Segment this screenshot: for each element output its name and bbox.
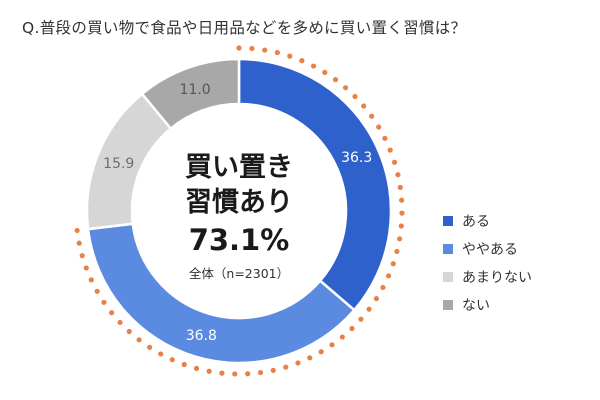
center-text: 買い置き 習慣あり 73.1% 全体（n=2301） <box>185 152 293 281</box>
slice-value-labels: 36.3 36.8 15.9 11.0 <box>103 82 372 344</box>
legend-swatch <box>443 300 453 310</box>
highlight-dot <box>101 299 107 305</box>
center-line-1: 買い置き <box>185 152 293 183</box>
legend-swatch <box>443 272 453 282</box>
highlight-dot <box>349 325 355 332</box>
highlight-dot <box>399 210 405 216</box>
highlight-dot <box>136 337 142 343</box>
value-label: 36.8 <box>186 328 217 344</box>
highlight-dot <box>322 69 328 76</box>
highlight-dot <box>342 85 349 91</box>
legend-item: ない <box>443 291 532 319</box>
slice-nai <box>140 57 241 131</box>
donut-slices <box>85 57 393 365</box>
highlight-dot <box>245 371 251 377</box>
highlight-dot <box>376 124 382 130</box>
highlight-dot <box>394 248 400 255</box>
highlight-dot <box>295 360 301 366</box>
highlight-dot <box>262 47 268 53</box>
highlight-dot <box>79 253 85 259</box>
highlight-dot <box>117 319 123 326</box>
center-base: 全体（n=2301） <box>189 266 289 281</box>
legend-label: あまりない <box>462 270 532 286</box>
highlight-dot <box>236 45 242 51</box>
legend-item: ある <box>443 207 532 235</box>
highlight-dot <box>232 371 238 377</box>
highlight-dot <box>76 240 82 246</box>
legend-swatch <box>443 244 453 254</box>
highlight-dot <box>397 236 403 242</box>
highlight-dot <box>206 368 212 374</box>
highlight-dot <box>310 63 317 69</box>
legend: あるややあるあまりないない <box>443 207 532 319</box>
legend-item: ややある <box>443 235 532 263</box>
question-title: Q.普段の買い物で食品や日用品などを多めに買い置く習慣は？ <box>22 19 467 37</box>
highlight-dot <box>283 364 289 370</box>
highlight-dot <box>109 310 115 316</box>
highlight-dot <box>390 261 396 267</box>
highlight-dot <box>307 355 313 361</box>
highlight-dot <box>147 344 153 350</box>
highlight-dot <box>352 93 358 100</box>
legend-label: ある <box>462 214 490 230</box>
highlight-dot <box>385 273 392 279</box>
highlight-dot <box>329 342 335 348</box>
highlight-dot <box>83 265 89 271</box>
highlight-dot <box>387 147 393 153</box>
highlight-dot <box>274 49 280 56</box>
highlight-dotted-arc <box>74 45 405 377</box>
highlight-dot <box>74 227 80 234</box>
highlight-dot <box>395 172 401 178</box>
highlight-dot <box>249 45 255 52</box>
center-value: 73.1% <box>189 223 290 257</box>
highlight-dot <box>257 369 264 376</box>
highlight-dot <box>339 334 345 340</box>
legend-label: ややある <box>462 242 518 258</box>
highlight-dot <box>380 284 386 291</box>
value-label: 15.9 <box>103 156 134 172</box>
slice-aru <box>237 57 393 312</box>
highlight-dot <box>373 295 380 302</box>
slice-yaya-aru <box>86 222 357 365</box>
highlight-dot <box>397 184 403 190</box>
highlight-dot <box>126 328 132 335</box>
highlight-dot <box>88 277 94 283</box>
highlight-dot <box>366 306 372 312</box>
legend-label: ない <box>462 298 490 314</box>
highlight-dot <box>398 223 404 229</box>
highlight-dot <box>332 77 339 83</box>
highlight-dot <box>361 103 367 109</box>
highlight-dot <box>399 197 405 203</box>
center-line-2: 習慣あり <box>185 187 293 218</box>
highlight-dot <box>369 113 375 119</box>
highlight-dot <box>193 365 200 371</box>
highlight-dot <box>318 349 324 355</box>
value-label: 36.3 <box>341 150 372 166</box>
highlight-dot <box>181 361 187 368</box>
highlight-dot <box>94 288 100 294</box>
legend-item: あまりない <box>443 263 532 291</box>
highlight-dot <box>219 370 225 376</box>
value-label: 11.0 <box>180 82 211 98</box>
highlight-dot <box>382 135 388 141</box>
highlight-dot <box>391 159 398 165</box>
highlight-dot <box>270 367 276 373</box>
highlight-dot <box>158 351 164 357</box>
highlight-dot <box>287 53 293 59</box>
highlight-dot <box>169 357 175 363</box>
highlight-dot <box>358 316 364 322</box>
legend-swatch <box>443 216 453 226</box>
highlight-dot <box>299 58 305 64</box>
